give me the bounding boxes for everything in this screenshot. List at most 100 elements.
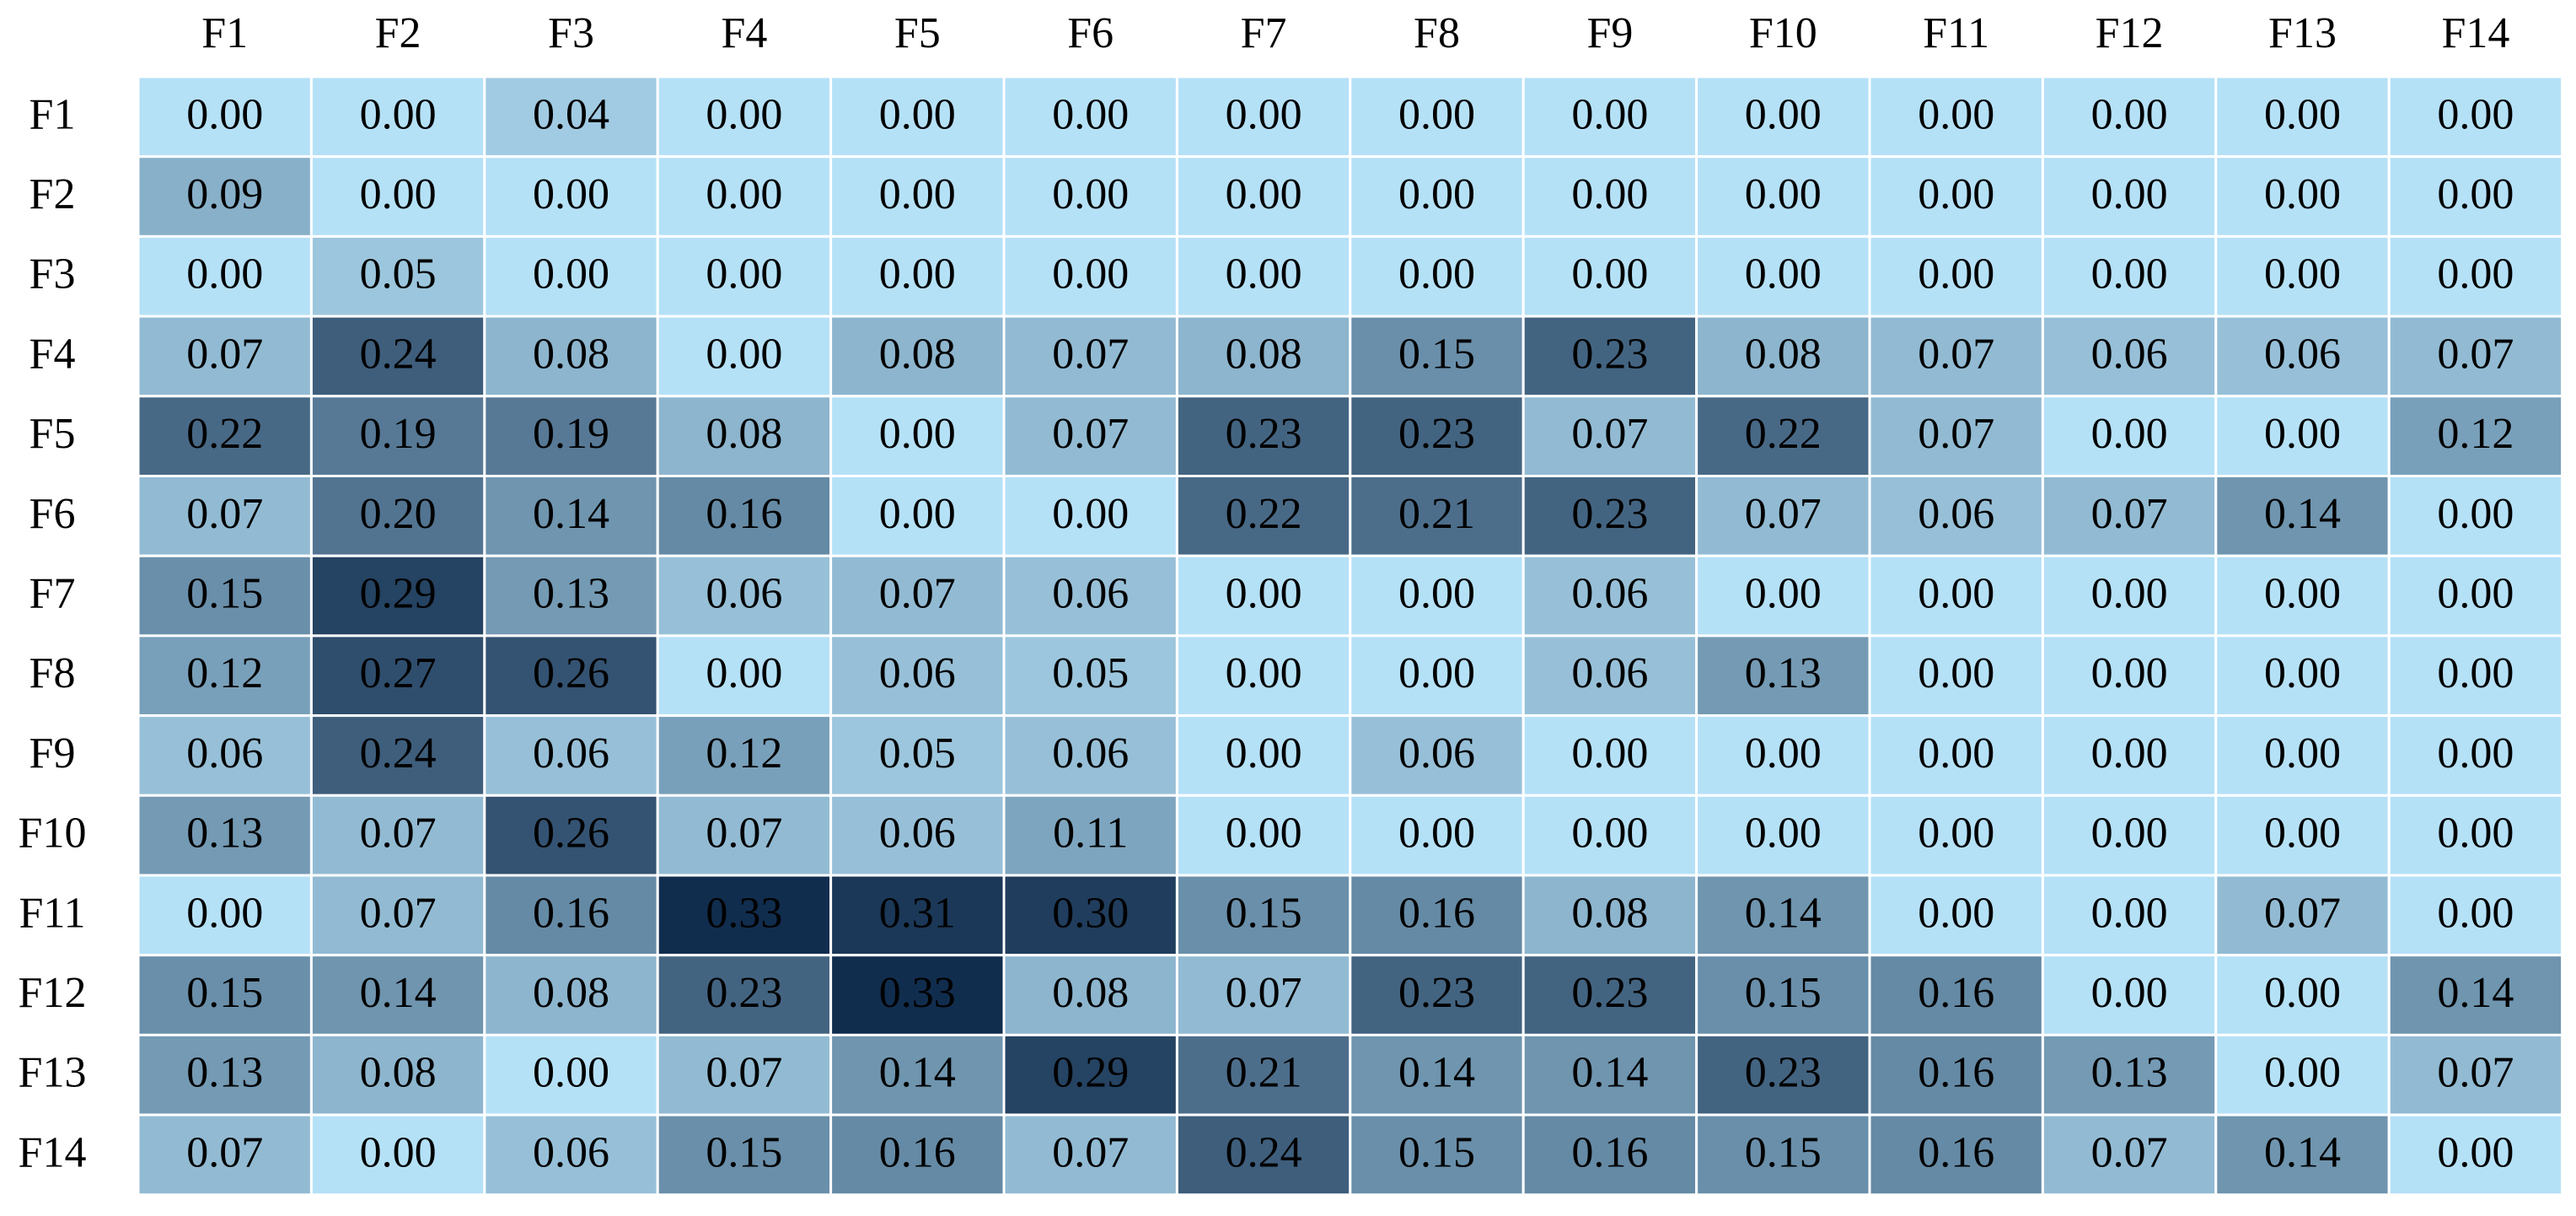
heatmap-cell-f6-f4 <box>656 475 833 557</box>
heatmap-cell-f11-f11 <box>1868 874 2044 957</box>
cell-value-label: 0.00 <box>706 330 782 378</box>
cell-value-label: 0.00 <box>2264 810 2341 858</box>
cell-value-label: 0.07 <box>2091 490 2168 538</box>
cell-value-label: 0.04 <box>533 90 609 138</box>
cell-value-label: 0.07 <box>2437 330 2514 378</box>
cell-value-label: 0.07 <box>1052 330 1129 378</box>
cell-value-label: 0.22 <box>1226 490 1302 538</box>
row-label-f12: F12 <box>19 969 87 1017</box>
heatmap-cell-f8-f1 <box>137 634 313 718</box>
cell-value-label: 0.07 <box>2437 1049 2514 1097</box>
cell-value-label: 0.12 <box>186 649 263 697</box>
cell-value-label: 0.07 <box>1571 410 1648 458</box>
heatmap-cell-f7-f7 <box>1175 554 1352 638</box>
cell-value-label: 0.15 <box>1398 1128 1475 1176</box>
column-label-f6: F6 <box>1067 9 1114 57</box>
heatmap-cell-f3-f9 <box>1521 234 1699 318</box>
cell-value-label: 0.00 <box>706 649 782 697</box>
heatmap-cell-f13-f10 <box>1695 1033 1871 1116</box>
cell-value-label: 0.00 <box>1052 250 1129 299</box>
cell-value-label: 0.06 <box>1571 649 1648 697</box>
cell-value-label: 0.00 <box>1745 729 1822 777</box>
cell-value-label: 0.00 <box>1398 810 1475 858</box>
heatmap-cell-f11-f12 <box>2041 874 2218 957</box>
column-label-f2: F2 <box>375 9 421 57</box>
cell-value-label: 0.00 <box>1745 810 1822 858</box>
cell-value-label: 0.00 <box>1226 250 1302 299</box>
cell-value-label: 0.22 <box>186 410 263 458</box>
cell-value-label: 0.00 <box>533 250 609 299</box>
heatmap-cell-f9-f8 <box>1349 714 1525 797</box>
heatmap-cell-f5-f12 <box>2041 395 2218 477</box>
cell-value-label: 0.07 <box>186 490 263 538</box>
cell-value-label: 0.07 <box>1918 330 1994 378</box>
heatmap-cell-f1-f1 <box>137 75 313 159</box>
cell-value-label: 0.00 <box>706 170 782 218</box>
heatmap-cell-f10-f3 <box>483 794 659 877</box>
heatmap-cell-f6-f5 <box>829 475 1006 557</box>
heatmap-cell-f12-f12 <box>2041 954 2218 1036</box>
cell-value-label: 0.00 <box>360 90 437 138</box>
cell-value-label: 0.23 <box>1571 490 1648 538</box>
cell-value-label: 0.14 <box>1745 889 1822 937</box>
cell-value-label: 0.06 <box>879 649 956 697</box>
cell-value-label: 0.16 <box>1571 1128 1648 1176</box>
heatmap-cell-f6-f6 <box>1002 475 1178 557</box>
cell-value-label: 0.23 <box>1226 410 1302 458</box>
heatmap-cell-f12-f6 <box>1002 954 1178 1036</box>
cell-value-label: 0.13 <box>2091 1049 2168 1097</box>
cell-value-label: 0.00 <box>1918 810 1994 858</box>
cell-value-label: 0.22 <box>1745 410 1822 458</box>
heatmap-cell-f7-f1 <box>137 554 313 638</box>
cell-value-label: 0.23 <box>1745 1049 1822 1097</box>
heatmap-cell-f4-f6 <box>1002 315 1178 398</box>
column-label-f13: F13 <box>2268 9 2337 57</box>
heatmap-cell-f4-f7 <box>1175 315 1352 398</box>
cell-value-label: 0.00 <box>879 490 956 538</box>
cell-value-label: 0.00 <box>1398 569 1475 617</box>
cell-value-label: 0.24 <box>1226 1128 1302 1176</box>
heatmap-cell-f1-f6 <box>1002 75 1178 159</box>
cell-value-label: 0.05 <box>879 729 956 777</box>
heatmap-cell-f11-f10 <box>1695 874 1871 957</box>
heatmap-cell-f10-f6 <box>1002 794 1178 877</box>
cell-value-label: 0.00 <box>2264 410 2341 458</box>
cell-value-label: 0.06 <box>1398 729 1475 777</box>
cell-value-label: 0.07 <box>1052 1128 1129 1176</box>
cell-value-label: 0.00 <box>2437 649 2514 697</box>
heatmap-cell-f10-f2 <box>309 794 486 877</box>
cell-value-label: 0.00 <box>2091 170 2168 218</box>
cell-value-label: 0.07 <box>879 569 956 617</box>
heatmap-cell-f9-f10 <box>1695 714 1871 797</box>
cell-value-label: 0.23 <box>1398 410 1475 458</box>
cell-value-label: 0.00 <box>879 250 956 299</box>
cell-value-label: 0.00 <box>1571 729 1648 777</box>
row-label-f13: F13 <box>19 1049 87 1097</box>
cell-value-label: 0.14 <box>2437 969 2514 1017</box>
heatmap-cell-f14-f14 <box>2387 1113 2564 1197</box>
cell-value-label: 0.00 <box>2437 1128 2514 1176</box>
heatmap-cell-f2-f5 <box>829 155 1006 238</box>
heatmap-cell-f12-f3 <box>483 954 659 1036</box>
cell-value-label: 0.07 <box>2091 1128 2168 1176</box>
heatmap-cell-f13-f8 <box>1349 1033 1525 1116</box>
heatmap-cell-f5-f13 <box>2214 395 2391 477</box>
heatmap-cell-f9-f12 <box>2041 714 2218 797</box>
cell-value-label: 0.29 <box>1052 1049 1129 1097</box>
heatmap-cell-f5-f8 <box>1349 395 1525 477</box>
heatmap-cell-f4-f9 <box>1521 315 1699 398</box>
cell-value-label: 0.07 <box>1226 969 1302 1017</box>
cell-value-label: 0.00 <box>706 90 782 138</box>
heatmap-cell-f6-f14 <box>2387 475 2564 557</box>
heatmap-cell-f9-f4 <box>656 714 833 797</box>
cell-value-label: 0.16 <box>879 1128 956 1176</box>
heatmap-cell-f10-f8 <box>1349 794 1525 877</box>
cell-value-label: 0.00 <box>2264 90 2341 138</box>
cell-value-label: 0.15 <box>1745 1128 1822 1176</box>
cell-value-label: 0.23 <box>706 969 782 1017</box>
cell-value-label: 0.00 <box>2091 569 2168 617</box>
cell-value-label: 0.08 <box>1745 330 1822 378</box>
cell-value-label: 0.00 <box>2264 969 2341 1017</box>
